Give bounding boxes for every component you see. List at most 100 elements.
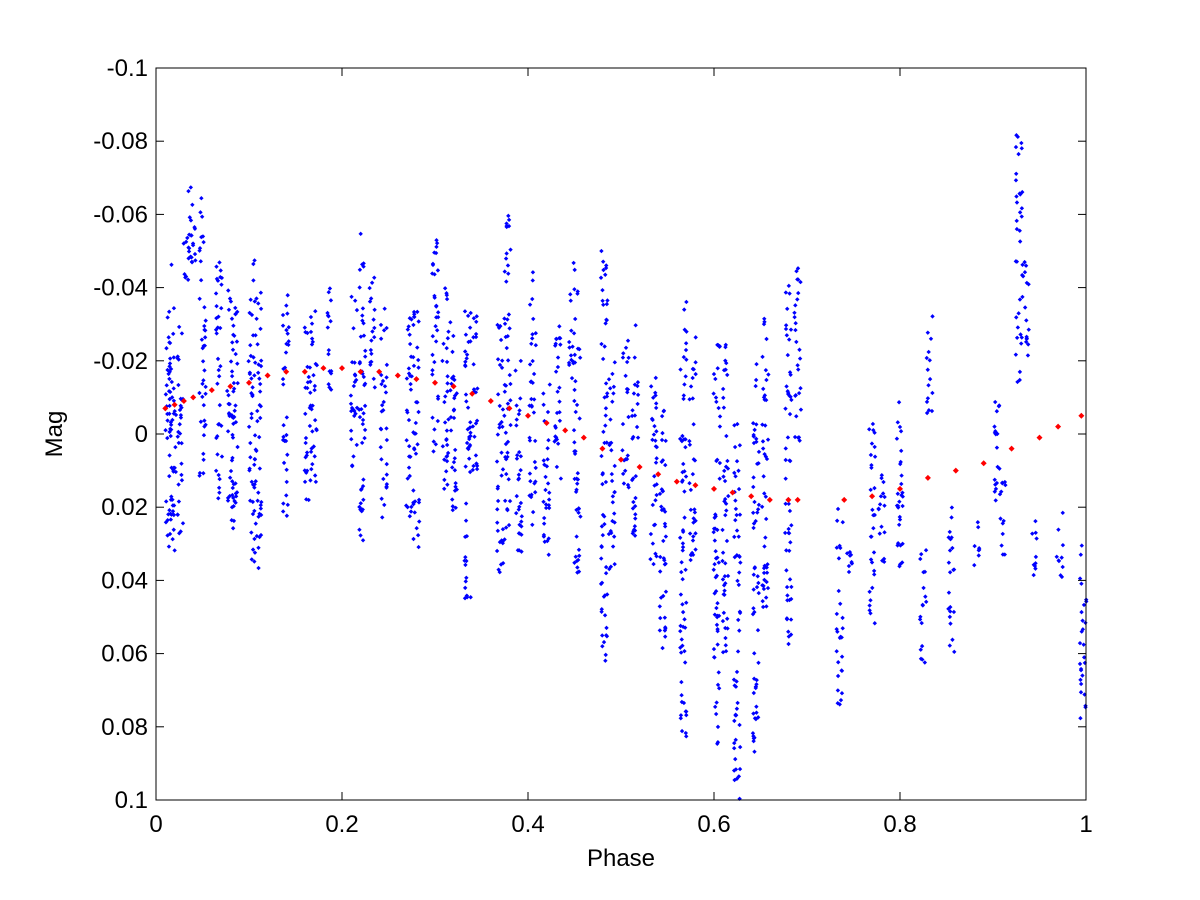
observation-point	[516, 507, 521, 512]
observation-point	[171, 398, 177, 403]
observation-point	[610, 544, 616, 549]
observation-point	[168, 426, 173, 432]
observation-point	[786, 531, 792, 536]
observation-point	[679, 637, 684, 642]
observation-point	[751, 738, 756, 744]
observation-point	[372, 275, 377, 280]
observation-point	[202, 305, 207, 310]
x-tick-label: 1	[1079, 811, 1092, 838]
observation-point	[760, 354, 765, 360]
observation-point	[167, 429, 172, 435]
observation-point	[411, 309, 417, 315]
observation-point	[201, 471, 206, 476]
observation-point	[721, 610, 727, 616]
observation-point	[717, 476, 722, 481]
observation-point	[173, 469, 178, 475]
observation-point	[303, 329, 308, 335]
model-fit-point	[246, 379, 252, 386]
observation-point	[175, 512, 180, 517]
observation-point	[734, 669, 740, 675]
observation-point	[753, 383, 758, 389]
observation-point	[255, 370, 261, 375]
observation-point	[611, 534, 617, 539]
observation-point	[462, 585, 468, 591]
observation-point	[949, 535, 954, 540]
observation-point	[176, 440, 181, 446]
observation-point	[448, 428, 454, 433]
observation-point	[926, 349, 931, 355]
observation-point	[1014, 226, 1020, 232]
observation-point	[574, 402, 580, 408]
observation-point	[165, 435, 170, 441]
observation-point	[358, 487, 364, 493]
observation-point	[926, 383, 931, 388]
observation-point	[754, 682, 759, 687]
observation-point	[348, 401, 354, 407]
observation-point	[467, 469, 473, 475]
observation-point	[786, 337, 792, 342]
observation-point	[837, 543, 842, 549]
observation-point	[303, 440, 308, 446]
observation-point	[995, 431, 1000, 437]
observation-point	[362, 435, 367, 441]
observation-point	[948, 604, 953, 610]
observation-point	[786, 283, 792, 289]
observation-point	[690, 396, 696, 401]
observation-point	[691, 516, 696, 521]
observation-point	[662, 562, 668, 567]
observation-point	[717, 414, 723, 419]
observation-point	[661, 408, 667, 413]
observation-point	[544, 464, 550, 469]
observation-point	[760, 439, 766, 444]
observation-point	[620, 448, 625, 453]
observation-point	[576, 506, 581, 511]
observation-point	[624, 456, 630, 462]
observation-point	[167, 473, 172, 479]
observation-point	[732, 444, 738, 450]
observation-point	[897, 424, 903, 430]
observation-point	[731, 768, 737, 773]
observation-point	[361, 497, 366, 503]
observation-point	[763, 397, 769, 403]
observation-point	[529, 341, 534, 346]
observation-point	[284, 327, 289, 333]
observation-point	[603, 321, 608, 326]
observation-point	[798, 407, 804, 412]
observation-point	[303, 455, 308, 460]
model-fit-point	[376, 368, 383, 375]
observation-point	[408, 454, 413, 460]
observation-point	[681, 354, 687, 360]
observation-point	[715, 682, 721, 688]
observation-point	[947, 570, 953, 575]
observation-point	[517, 408, 522, 413]
observation-point	[558, 342, 563, 347]
observation-point	[506, 271, 511, 276]
x-axis-title: Phase	[587, 845, 655, 872]
observation-point	[502, 413, 507, 418]
observation-point	[443, 394, 448, 399]
observation-point	[918, 614, 923, 620]
observation-point	[734, 528, 740, 533]
observation-point	[527, 435, 532, 440]
observation-point	[760, 604, 766, 610]
observation-point	[792, 310, 797, 315]
observation-point	[573, 489, 579, 495]
observation-point	[246, 359, 251, 364]
observation-point	[763, 423, 768, 428]
observation-point	[462, 309, 468, 314]
observation-point	[600, 532, 606, 538]
observation-point	[793, 303, 798, 308]
observation-point	[415, 442, 420, 447]
observation-point	[179, 331, 185, 336]
observation-point	[541, 534, 547, 539]
observation-point	[259, 499, 264, 505]
observation-point	[572, 360, 578, 365]
observation-point	[473, 453, 479, 458]
observation-point	[232, 408, 237, 413]
observation-point	[252, 299, 257, 304]
observation-point	[407, 514, 413, 519]
observation-point	[515, 453, 520, 458]
observation-point	[170, 331, 176, 337]
observation-point	[724, 616, 730, 621]
observation-point	[258, 358, 264, 363]
